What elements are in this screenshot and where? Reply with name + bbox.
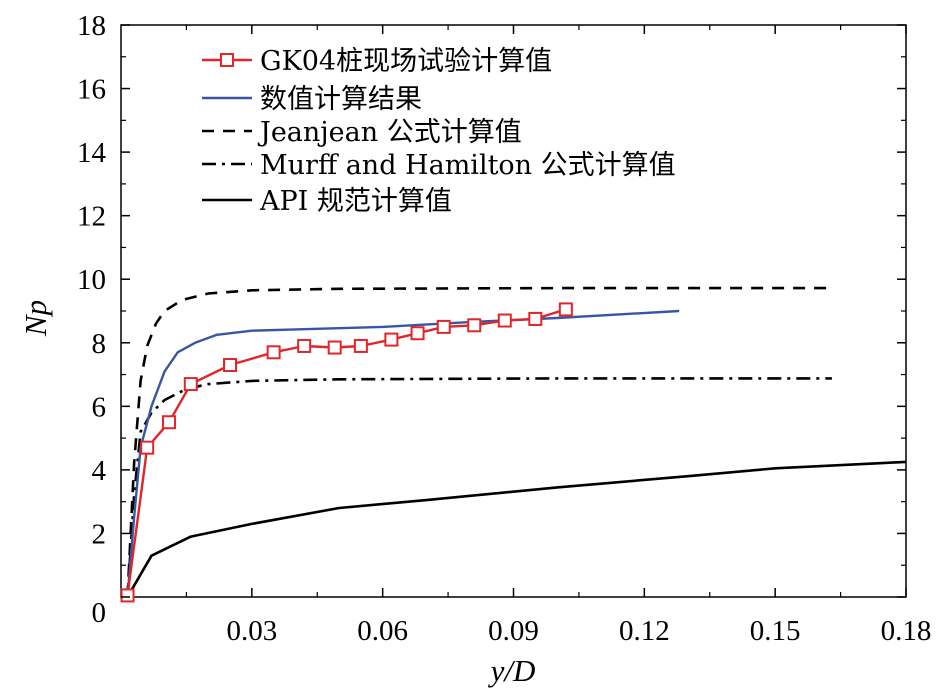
y-tick-label: 18 — [77, 10, 106, 42]
legend-label-0: GK04桩现场试验计算值 — [260, 46, 552, 77]
x-tick-label: 0.18 — [881, 615, 932, 647]
series-marker — [558, 302, 573, 317]
y-tick-label: 2 — [92, 518, 107, 550]
series-marker — [384, 332, 399, 347]
x-tick-label: 0.15 — [750, 615, 801, 647]
series-marker — [161, 415, 176, 430]
series-marker — [140, 440, 155, 455]
series-marker — [223, 358, 238, 373]
x-axis-label: y/D — [488, 653, 536, 688]
y-axis-label: Np — [18, 300, 53, 337]
series-marker — [353, 338, 368, 353]
y-tick-label: 12 — [77, 201, 106, 233]
y-tick-label: 0 — [92, 597, 107, 629]
series-marker — [410, 326, 425, 341]
axes — [120, 24, 907, 598]
series-marker — [528, 311, 543, 326]
series-marker — [297, 338, 312, 353]
series-marker — [467, 318, 482, 333]
series-layer — [120, 286, 907, 603]
x-tick-label: 0.03 — [226, 615, 277, 647]
series-marker — [120, 588, 135, 603]
series-line-4 — [126, 460, 907, 598]
x-tick-label: 0.06 — [357, 615, 408, 647]
series-line-1 — [126, 309, 680, 598]
series-line-0 — [126, 308, 567, 596]
y-tick-label: 10 — [77, 264, 106, 296]
y-tick-label: 4 — [92, 455, 107, 487]
plot-frame — [120, 24, 907, 598]
series-marker — [266, 345, 281, 360]
series-marker — [497, 313, 512, 328]
x-tick-label: 0.09 — [488, 615, 539, 647]
legend-label-1: 数值计算结果 — [260, 84, 422, 115]
series-line-2 — [126, 286, 832, 598]
x-tick-label: 0.12 — [619, 615, 670, 647]
y-tick-label: 8 — [92, 328, 107, 360]
legend-label-4: API 规范计算值 — [259, 186, 452, 217]
legend-marker — [220, 53, 234, 67]
series-marker — [183, 377, 198, 392]
y-tick-label: 14 — [77, 137, 107, 169]
series-marker — [327, 340, 342, 355]
legend-label-3: Murff and Hamilton 公式计算值 — [260, 150, 676, 181]
series-line-3 — [126, 377, 832, 598]
y-tick-label: 6 — [92, 391, 107, 423]
ticks-layer: 0.03 0.06 0.09 0.12 0.15 0.18 0 2 4 6 8 10 12 14 16 18 — [77, 10, 931, 647]
series-marker — [436, 319, 451, 334]
y-tick-label: 16 — [77, 74, 106, 106]
legend-label-2: Jeanjean 公式计算值 — [257, 117, 522, 148]
